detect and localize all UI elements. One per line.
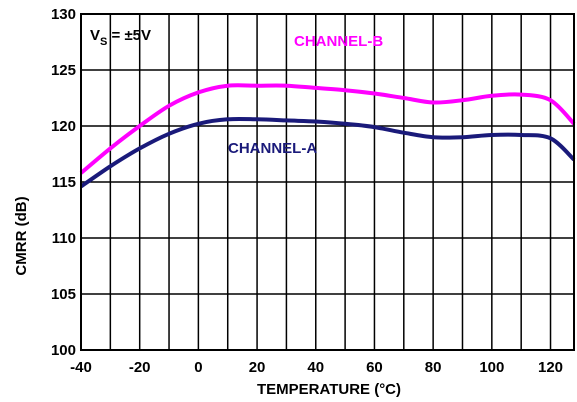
y-tick-label: 125 [51,62,76,79]
y-tick-label: 105 [51,286,76,303]
series-line-channel-b [79,83,576,175]
series-label-channel-b: CHANNEL-B [294,33,383,50]
x-tick-label: -20 [129,359,151,376]
y-tick-label: 100 [51,342,76,359]
y-tick-label: 130 [51,6,76,23]
x-tick-label: 100 [479,359,504,376]
plot-frame [80,13,575,351]
series-lines [79,83,576,189]
y-tick-labels: 100 105 110 115 120 125 130 [51,6,76,359]
x-tick-label: 120 [538,359,563,376]
vs-annotation: VS = ±5V [90,27,151,48]
y-tick-label: 120 [51,118,76,135]
x-tick-labels: -40 -20 0 20 40 60 80 100 120 [70,359,563,376]
x-tick-label: 0 [194,359,202,376]
series-line-channel-a [79,116,576,189]
y-tick-label: 115 [52,174,76,191]
x-tick-label: -40 [70,359,92,376]
grid-lines [81,14,574,350]
x-tick-label: 80 [425,359,442,376]
x-tick-label: 60 [366,359,383,376]
series-label-channel-a: CHANNEL-A [228,140,317,157]
y-tick-label: 110 [52,230,76,247]
y-axis-title: CMRR (dB) [13,196,30,275]
x-axis-title: TEMPERATURE (°C) [257,381,401,398]
x-tick-label: 40 [307,359,324,376]
x-tick-label: 20 [249,359,266,376]
